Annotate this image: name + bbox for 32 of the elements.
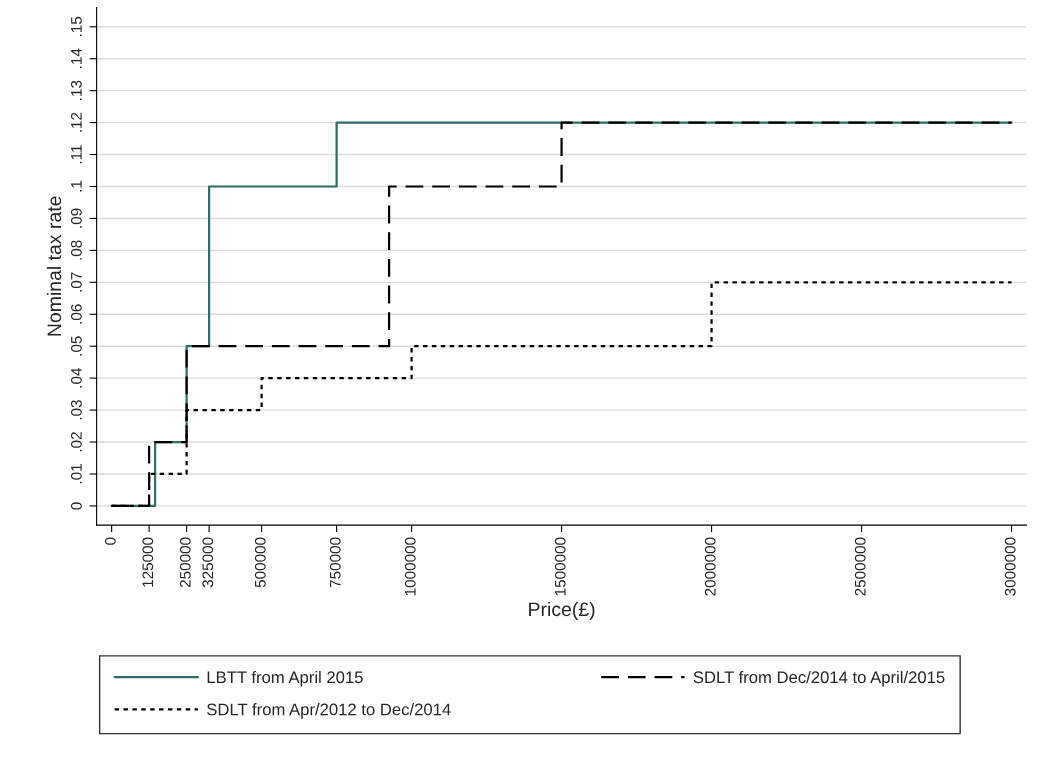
y-tick-label: .12: [70, 112, 82, 132]
x-tick-label: 750000: [329, 537, 341, 588]
y-tick-label: .02: [70, 432, 82, 452]
y-tick-label: .09: [70, 208, 82, 228]
y-tick-label: .01: [70, 464, 82, 484]
x-tick-label: 325000: [202, 537, 214, 588]
y-tick-label: .03: [70, 400, 82, 420]
y-tick-label: .07: [70, 272, 82, 292]
x-tick-label: 250000: [179, 537, 191, 588]
x-tick-label: 125000: [142, 537, 154, 587]
y-tick-label: 0: [70, 502, 82, 510]
x-axis-title: Price(£): [529, 601, 595, 621]
y-tick-label: .08: [70, 240, 82, 260]
y-tick-label: .04: [70, 367, 82, 388]
x-tick-label: 500000: [254, 537, 266, 588]
legend-label: SDLT from Apr/2012 to Dec/2014: [207, 703, 451, 719]
x-tick-label: 3000000: [1004, 537, 1016, 596]
y-axis-title: Nominal tax rate: [46, 196, 62, 336]
x-tick-label: 2500000: [854, 537, 866, 596]
x-tick-label: 1000000: [404, 537, 416, 596]
y-tick-label: .06: [70, 304, 82, 324]
y-tick-label: .15: [71, 16, 82, 36]
y-tick-label: .1: [71, 180, 82, 192]
legend-label: LBTT from April 2015: [207, 670, 363, 687]
x-tick-label: 0: [104, 537, 116, 545]
x-tick-label: 1500000: [554, 537, 566, 596]
legend-label: SDLT from Dec/2014 to April/2015: [693, 670, 945, 687]
y-tick-label: .11: [71, 145, 82, 164]
y-tick-label: .13: [70, 80, 82, 100]
x-tick-label: 2000000: [704, 537, 716, 596]
y-tick-label: .14: [71, 48, 82, 68]
y-tick-label: .05: [70, 336, 82, 356]
